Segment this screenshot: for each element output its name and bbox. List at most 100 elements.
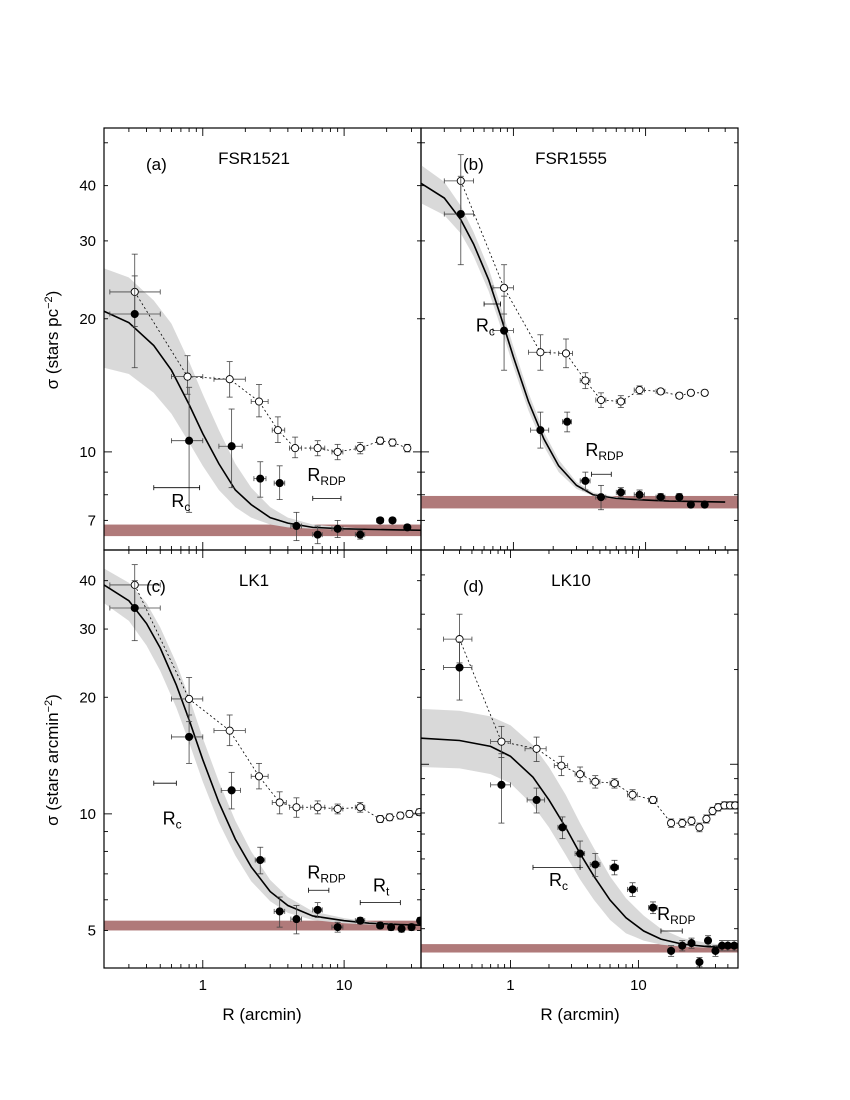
x-axis-label-left: R (arcmin) — [222, 1005, 301, 1024]
open-data-point — [403, 443, 412, 453]
y-tick-label: 30 — [79, 233, 96, 250]
open-data-point — [490, 725, 511, 758]
filled-data-point — [331, 921, 344, 933]
open-data-point — [310, 800, 326, 815]
filled-marker — [648, 903, 658, 912]
filled-marker — [687, 939, 696, 948]
open-data-point — [310, 440, 326, 457]
open-data-point — [271, 791, 287, 815]
filled-marker — [500, 326, 509, 335]
open-marker — [695, 823, 704, 832]
radius-label-main: R — [307, 863, 320, 883]
filled-data-point — [376, 516, 385, 525]
y-tick-label: 20 — [79, 689, 96, 706]
filled-data-point — [490, 753, 511, 824]
y-tick-label: 10 — [79, 806, 96, 823]
open-data-point — [609, 778, 619, 789]
filled-data-point — [443, 641, 473, 701]
open-marker — [356, 803, 365, 812]
radius-annotation: Rc — [153, 485, 201, 514]
open-marker — [497, 737, 506, 746]
filled-marker — [227, 786, 236, 795]
radius-label: Rc — [171, 491, 190, 514]
filled-data-point — [387, 923, 396, 932]
open-data-point — [589, 775, 601, 789]
open-marker — [292, 803, 301, 812]
filled-data-point — [574, 840, 586, 868]
filled-marker — [227, 442, 236, 451]
filled-marker — [313, 530, 322, 539]
y-tick-label: 30 — [79, 621, 96, 638]
x-axis-label-right: R (arcmin) — [540, 1005, 619, 1024]
panel-cluster-name: LK1 — [239, 571, 269, 590]
filled-marker — [686, 500, 695, 509]
model-uncertainty-band — [104, 568, 421, 926]
open-marker — [185, 694, 194, 704]
filled-data-point — [675, 493, 684, 502]
radius-label-main: R — [373, 876, 386, 896]
open-data-point — [579, 372, 591, 390]
open-marker — [596, 395, 606, 405]
open-marker — [275, 798, 284, 807]
open-marker — [254, 772, 264, 781]
filled-marker — [675, 493, 684, 502]
filled-marker — [313, 905, 322, 914]
open-data-point — [595, 392, 607, 408]
filled-data-point — [626, 882, 638, 897]
radius-annotation: RRDP — [657, 904, 695, 934]
filled-data-point — [633, 489, 645, 501]
filled-marker — [656, 493, 665, 502]
model-uncertainty-band — [104, 268, 421, 531]
open-data-point — [528, 334, 551, 371]
open-marker — [313, 803, 322, 812]
filled-data-point — [557, 816, 568, 840]
filled-data-point — [290, 905, 302, 935]
open-data-point — [700, 388, 709, 397]
panel-cluster-name: FSR1521 — [218, 149, 290, 168]
radius-label-sub: RDP — [670, 913, 695, 927]
radius-label-main: R — [307, 465, 320, 485]
filled-marker — [536, 426, 545, 435]
filled-data-point — [220, 771, 241, 810]
open-marker — [581, 376, 590, 385]
y-tick-label: 7 — [88, 512, 96, 529]
filled-marker — [130, 309, 139, 319]
radius-label: Rt — [373, 876, 390, 899]
y-tick-label: 40 — [79, 573, 96, 590]
open-marker — [225, 726, 234, 735]
open-data-point — [695, 822, 704, 833]
y-axis-label-top-close: ) — [43, 291, 62, 297]
filled-data-point — [109, 580, 161, 642]
open-marker — [183, 372, 192, 381]
open-marker — [610, 779, 619, 788]
filled-data-point — [655, 493, 666, 502]
king-profile-fit-line — [104, 310, 421, 532]
filled-data-point — [109, 275, 161, 369]
radius-label-sub: RDP — [320, 872, 345, 886]
filled-data-point — [376, 921, 385, 930]
filled-data-point — [290, 511, 302, 542]
filled-data-point — [331, 519, 344, 539]
open-marker — [376, 436, 385, 445]
filled-marker — [388, 516, 397, 525]
panel-plot-area — [104, 253, 421, 545]
filled-marker — [416, 916, 421, 925]
open-data-point — [714, 803, 723, 812]
filled-data-point — [407, 923, 416, 932]
radius-label-main: R — [171, 491, 184, 511]
filled-data-point — [526, 787, 546, 814]
open-series-connector — [134, 291, 408, 453]
open-marker — [291, 444, 300, 453]
filled-marker — [610, 863, 619, 872]
filled-marker — [256, 474, 265, 483]
filled-marker — [616, 488, 625, 497]
open-data-point — [388, 438, 397, 447]
radius-label: RRDP — [585, 440, 623, 463]
open-marker — [385, 813, 394, 822]
open-data-point — [376, 436, 385, 445]
filled-marker — [292, 915, 301, 924]
panel-cluster-name: FSR1555 — [535, 149, 607, 168]
filled-data-point — [589, 853, 601, 877]
open-data-point — [288, 797, 304, 818]
